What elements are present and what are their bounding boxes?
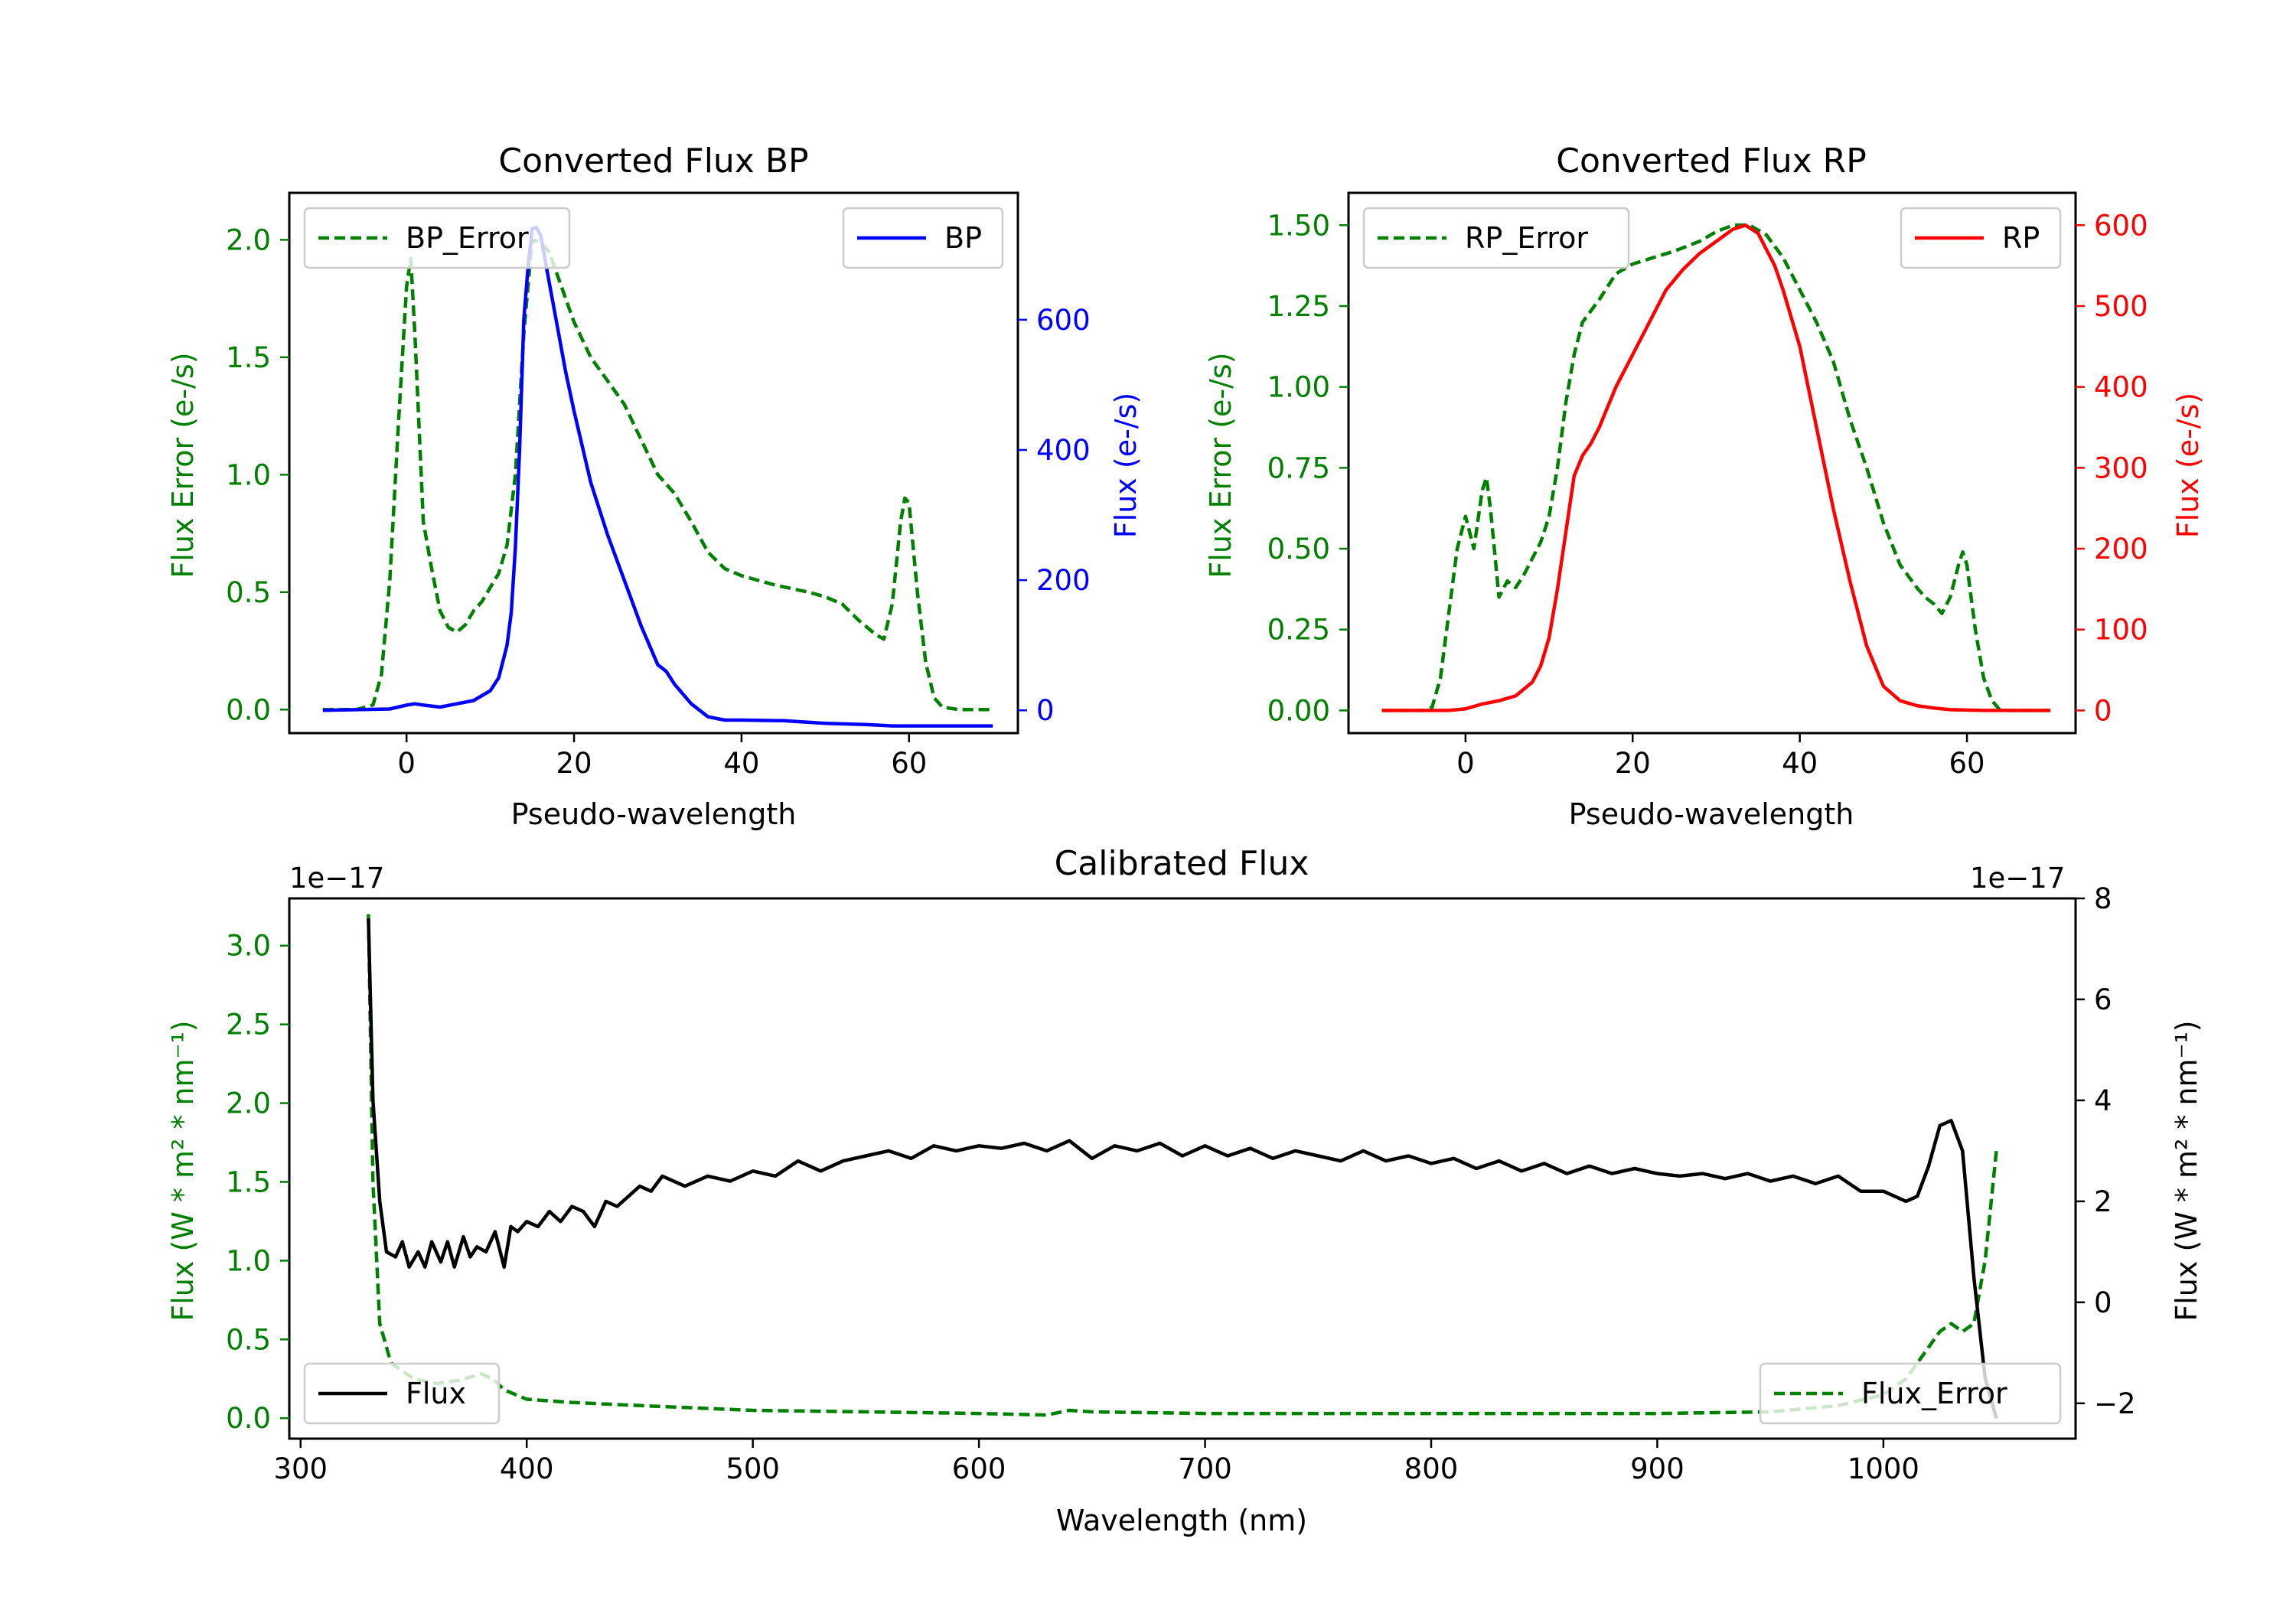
legend-rp: RP xyxy=(1900,207,2062,269)
y-right-tick-label: 600 xyxy=(1036,304,1091,337)
x-tick-label: 60 xyxy=(1949,747,1985,780)
legend-bp-error: BP_Error xyxy=(303,207,571,269)
x-tick-label: 60 xyxy=(891,747,927,780)
x-tick-label: 1000 xyxy=(1848,1452,1919,1485)
axes-frame xyxy=(288,897,2077,1440)
legend-label: RP xyxy=(2002,221,2040,255)
y-left-tick-label: 1.0 xyxy=(226,458,271,491)
y-right-tick-label: −2 xyxy=(2094,1387,2136,1420)
series-line-bp xyxy=(322,225,993,728)
y-left-tick-label: 0.00 xyxy=(1267,694,1330,727)
ylabel-left-calibrated: Flux (W * m² * nm⁻¹) xyxy=(166,1020,200,1321)
x-tick-label: 20 xyxy=(556,747,592,780)
xlabel-rp: Pseudo-wavelength xyxy=(1569,797,1854,831)
y-left-tick-label: 2.0 xyxy=(226,1087,271,1120)
y-left-tick-label: 0.25 xyxy=(1267,614,1330,647)
ylabel-right-calibrated: Flux (W * m² * nm⁻¹) xyxy=(2170,1020,2203,1321)
x-tick-label: 40 xyxy=(1782,747,1818,780)
y-right-tick-label: 4 xyxy=(2094,1084,2112,1117)
series-line-bp-error xyxy=(322,238,993,712)
legend-flux-error: Flux_Error xyxy=(1759,1362,2062,1425)
panel-calibrated: 300 400 500 600 700 800 900 1000 0.0 0.5 1.0 1.5 2.0… xyxy=(226,882,2135,1485)
axes-frame xyxy=(1347,191,2077,735)
x-tick-label: 600 xyxy=(952,1452,1006,1485)
y-right-tick-label: 200 xyxy=(2094,533,2148,566)
legend-box xyxy=(1759,1362,2062,1425)
x-tick-label: 20 xyxy=(1615,747,1651,780)
y-left-tick-label: 2.5 xyxy=(226,1009,271,1041)
x-tick-label: 500 xyxy=(726,1452,780,1485)
x-tick-label: 700 xyxy=(1178,1452,1232,1485)
x-tick-label: 800 xyxy=(1404,1452,1459,1485)
y-right-tick-label: 0 xyxy=(1036,694,1055,727)
x-tick-label: 400 xyxy=(500,1452,554,1485)
legend-rp-error: RP_Error xyxy=(1362,207,1630,269)
legend-label: Flux_Error xyxy=(1861,1377,2007,1410)
y-left-tick-label: 1.25 xyxy=(1267,290,1330,323)
ylabel-right-rp: Flux (e-/s) xyxy=(2171,393,2205,538)
x-tick-label: 0 xyxy=(397,747,416,780)
x-tick-label: 0 xyxy=(1456,747,1475,780)
xlabel-bp: Pseudo-wavelength xyxy=(511,797,797,831)
y-right-tick-label: 6 xyxy=(2094,983,2112,1016)
y-left-tick-label: 0.5 xyxy=(226,1323,271,1356)
offset-left-calibrated: 1e−17 xyxy=(289,862,384,895)
offset-right-calibrated: 1e−17 xyxy=(1970,862,2065,895)
title-rp: Converted Flux RP xyxy=(1556,142,1867,181)
y-left-tick-label: 1.5 xyxy=(226,1165,271,1198)
ylabel-left-rp: Flux Error (e-/s) xyxy=(1204,352,1238,578)
title-calibrated: Calibrated Flux xyxy=(1055,844,1309,883)
y-right-tick-label: 200 xyxy=(1036,564,1091,597)
y-right-tick-label: 400 xyxy=(2094,371,2148,404)
y-right-tick-label: 0 xyxy=(2094,694,2112,727)
y-right-tick-label: 500 xyxy=(2094,290,2148,323)
series-line-rp-error xyxy=(1381,223,2051,712)
legend-label: BP xyxy=(944,221,982,255)
x-tick-label: 40 xyxy=(723,747,759,780)
y-left-tick-label: 0.0 xyxy=(226,1402,271,1435)
y-right-tick-label: 8 xyxy=(2094,882,2112,915)
y-right-tick-label: 400 xyxy=(1036,434,1091,467)
axes-frame xyxy=(288,191,1019,735)
series-line-rp xyxy=(1381,223,2051,712)
legend-label: BP_Error xyxy=(406,221,529,255)
panel-bp: 0 20 40 60 0.0 0.5 1.0 1.5 2.0 0 200 400 600 BP_Error… xyxy=(226,191,1091,780)
xlabel-calibrated: Wavelength (nm) xyxy=(1056,1504,1307,1537)
ylabel-right-bp: Flux (e-/s) xyxy=(1109,393,1143,538)
y-left-tick-label: 1.5 xyxy=(226,341,271,374)
y-right-tick-label: 600 xyxy=(2094,209,2148,242)
legend-box xyxy=(303,1362,501,1425)
y-left-tick-label: 0.0 xyxy=(226,693,271,726)
y-left-tick-label: 0.75 xyxy=(1267,451,1330,484)
y-right-tick-label: 100 xyxy=(2094,614,2148,647)
x-tick-label: 900 xyxy=(1630,1452,1684,1485)
legend-flux: Flux xyxy=(303,1362,501,1425)
y-left-tick-label: 3.0 xyxy=(226,930,271,963)
ylabel-left-bp: Flux Error (e-/s) xyxy=(166,352,200,578)
legend-bp: BP xyxy=(842,207,1004,269)
y-left-tick-label: 1.00 xyxy=(1267,371,1330,404)
y-right-tick-label: 300 xyxy=(2094,451,2148,484)
legend-box xyxy=(303,207,571,269)
y-left-tick-label: 1.0 xyxy=(226,1244,271,1277)
series-line-flux xyxy=(367,918,1998,1420)
y-left-tick-label: 0.50 xyxy=(1267,533,1330,566)
y-left-tick-label: 1.50 xyxy=(1267,209,1330,242)
y-left-tick-label: 0.5 xyxy=(226,576,271,609)
panel-rp: 0 20 40 60 0.00 0.25 0.50 0.75 1.00 1.25 1.50 0 100 2… xyxy=(1267,191,2148,780)
legend-box xyxy=(1362,207,1630,269)
y-right-tick-label: 0 xyxy=(2094,1286,2112,1319)
legend-label: Flux xyxy=(406,1377,466,1410)
y-left-tick-label: 2.0 xyxy=(226,223,271,256)
y-right-tick-label: 2 xyxy=(2094,1185,2112,1218)
title-bp: Converted Flux BP xyxy=(498,142,808,181)
x-tick-label: 300 xyxy=(273,1452,328,1485)
legend-label: RP_Error xyxy=(1465,221,1588,255)
